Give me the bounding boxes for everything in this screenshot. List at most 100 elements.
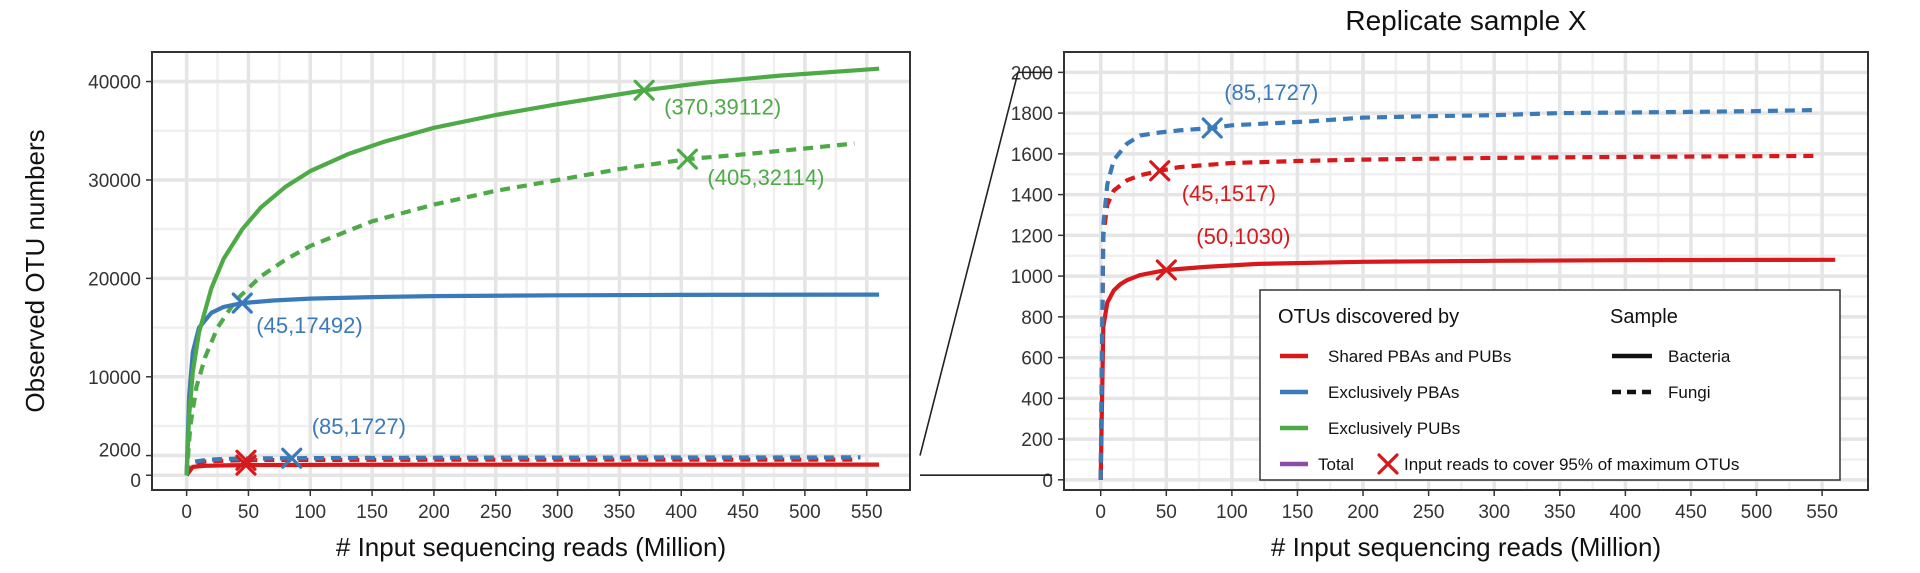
x-tick-label: 150 [356,502,388,523]
legend-marker-icon [1377,453,1399,475]
y-tick-label: 10000 [88,368,141,389]
cover95-marker [1149,160,1171,182]
legend-label: Fungi [1668,383,1711,402]
legend-label: Bacteria [1668,347,1731,366]
gridlines [152,52,910,490]
y-tick-label: 0 [130,471,141,492]
marker-data-label: (370,39112) [664,94,781,119]
y-tick-label: 30000 [88,171,141,192]
series-line-shared-bacteria [1098,257,1836,480]
panel-border [151,51,911,491]
cover95-marker-stroke-b [235,449,257,471]
cover95-marker-stroke-b [235,454,257,476]
markers-group: (370,39112) (405,32114) (45,17492) (85,1727… [231,79,824,476]
legend: OTUs discovered by Sample Shared PBAs and … [1259,289,1841,481]
x-tick-label: 350 [1544,502,1576,523]
cover95-marker [235,449,257,471]
x-tick-label: 250 [480,502,512,523]
x-tick-label: 300 [542,502,574,523]
x-tick-label: 450 [727,502,759,523]
legend-box [1259,289,1841,481]
y-tick-label: 2000 [1011,63,1053,84]
series-line-pbas-fungi [1098,108,1816,480]
y-tick-label: 2000 [99,441,141,462]
y-axis-title: Observed OTU numbers [20,129,50,412]
legend-marker-icon-stroke-b [1377,453,1399,475]
x-tick-label: 50 [1156,502,1177,523]
x-tick-label: 400 [665,502,697,523]
cover95-marker [281,447,303,469]
cover95-marker [235,454,257,476]
marker-data-label: (85,1727) [312,414,406,439]
x-tick-label: 450 [1675,502,1707,523]
x-tick-label: 200 [1347,502,1379,523]
y-tick-label: 600 [1021,349,1053,370]
x-tick-label: 0 [181,502,192,523]
cover95-marker [231,292,253,314]
legend-title-otus: OTUs discovered by [1278,306,1459,328]
cover95-marker [676,148,699,170]
x-tick-label: 250 [1413,502,1445,523]
x-tick-label: 350 [604,502,636,523]
x-tick-label: 300 [1478,502,1510,523]
zoom-line-upper [919,71,1052,456]
cover95-marker-stroke-b [1201,117,1223,139]
x-tick-label: 550 [851,502,883,523]
x-tick-label: 500 [789,502,821,523]
legend-label: Exclusively PBAs [1328,383,1459,402]
legend-label: Shared PBAs and PUBs [1328,347,1511,366]
legend-title-sample: Sample [1610,306,1678,328]
legend-marker-label: Input reads to cover 95% of maximum OTUs [1404,455,1739,474]
x-tick-label: 100 [294,502,326,523]
x-tick-label: 0 [1095,502,1106,523]
x-tick-label: 200 [418,502,450,523]
zoom-connector [919,71,1052,477]
x-tick-label: 550 [1806,502,1838,523]
y-tick-label: 40000 [88,73,141,94]
x-tick-label: 50 [238,502,259,523]
axes: 0 50 100 150 200 250 300 350 400 450 500 550 0 200 400… [1011,63,1838,523]
y-tick-label: 400 [1021,389,1053,410]
x-axis-title: # Input sequencing reads (Million) [1271,532,1661,562]
marker-data-label: (45,1517) [1182,181,1276,206]
y-tick-label: 1800 [1011,104,1053,125]
series-line-pubs-fungi [184,141,855,476]
series-line-pbas-bacteria [184,292,880,476]
cover95-marker [1201,117,1223,139]
marker-data-label: (405,32114) [707,165,824,190]
cover95-marker-stroke-b [1149,160,1171,182]
y-tick-label: 1400 [1011,186,1053,207]
chart-title: Replicate sample X [1345,5,1587,36]
cover95-marker-stroke-b [281,447,303,469]
markers-group: (85,1727) (45,1517) (50,1030) [1149,80,1318,281]
cover95-marker-stroke-b [676,148,699,170]
marker-data-label: (45,17492) [256,313,362,338]
legend-label: Exclusively PUBs [1328,419,1460,438]
panel-1: (370,39112) (405,32114) (45,17492) (85,1727… [20,51,911,562]
y-tick-label: 0 [1042,471,1053,492]
x-axis-title: # Input sequencing reads (Million) [336,532,726,562]
marker-data-label: (50,1030) [1196,224,1290,249]
legend-label: Total [1318,455,1354,474]
x-tick-label: 400 [1610,502,1642,523]
y-tick-label: 1000 [1011,267,1053,288]
y-tick-label: 1200 [1011,226,1053,247]
cover95-marker-stroke-b [1155,259,1177,281]
axes: 0 50 100 150 200 250 300 350 400 450 500 550 0 2000 10… [88,73,882,523]
x-tick-label: 100 [1216,502,1248,523]
series-group [1098,108,1836,480]
panel-border [1063,51,1869,491]
cover95-marker-stroke-b [633,79,655,101]
series-line-pbas-fungi [184,455,861,477]
cover95-marker [1155,259,1177,281]
cover95-marker [633,79,655,101]
y-tick-label: 20000 [88,269,141,290]
x-tick-label: 150 [1282,502,1314,523]
panel-2: (85,1727) (45,1517) (50,1030) 0 50 100 150 200 2… [1011,5,1869,562]
y-tick-label: 200 [1021,430,1053,451]
y-tick-label: 800 [1021,308,1053,329]
series-line-shared-fungi [1098,153,1816,480]
marker-data-label: (85,1727) [1224,80,1318,105]
